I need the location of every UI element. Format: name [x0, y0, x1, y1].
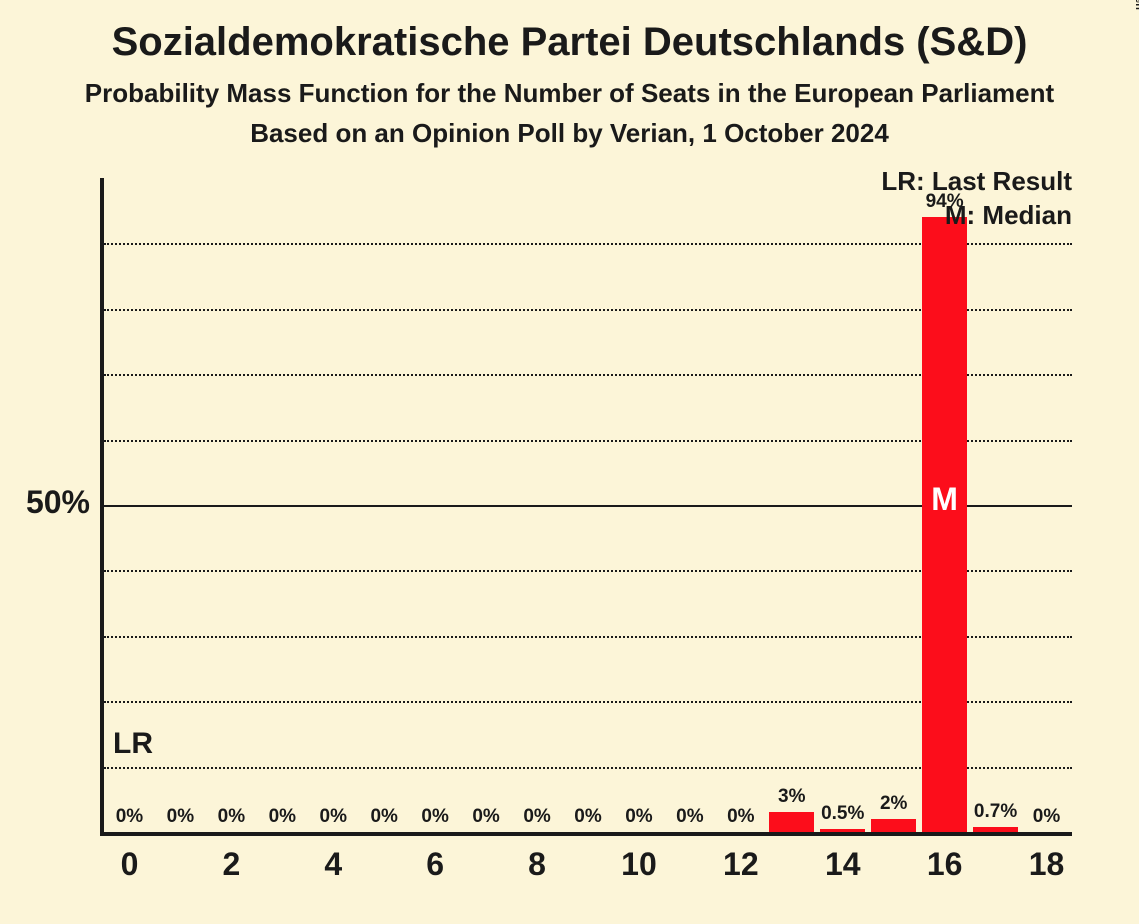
- legend-median: M: Median: [945, 200, 1072, 231]
- x-tick-label: 12: [711, 846, 771, 883]
- chart-subtitle-1: Probability Mass Function for the Number…: [0, 78, 1139, 109]
- bar: [769, 812, 814, 832]
- y-axis-label-50: 50%: [0, 484, 90, 521]
- x-tick-label: 8: [507, 846, 567, 883]
- bar-value-label: 0%: [305, 806, 362, 828]
- y-axis: [100, 178, 104, 836]
- copyright-text: © 2024 Filip van Laenen: [1133, 0, 1139, 10]
- plot-area: 0%0%0%0%0%0%0%0%0%0%0%0%0%3%0.5%2%94%0.7…: [104, 178, 1072, 832]
- chart-title: Sozialdemokratische Partei Deutschlands …: [0, 20, 1139, 65]
- median-marker: M: [922, 481, 967, 518]
- bar-value-label: 2%: [865, 793, 922, 815]
- bar-value-label: 0%: [560, 806, 617, 828]
- x-tick-label: 4: [303, 846, 363, 883]
- bar-value-label: 0%: [1018, 806, 1075, 828]
- legend-last-result: LR: Last Result: [881, 166, 1072, 197]
- bar-value-label: 0%: [661, 806, 718, 828]
- bar-value-label: 0%: [509, 806, 566, 828]
- bar-value-label: 0%: [458, 806, 515, 828]
- bar-value-label: 0%: [610, 806, 667, 828]
- x-tick-label: 10: [609, 846, 669, 883]
- bar-value-label: 3%: [763, 786, 820, 808]
- bar-value-label: 0%: [254, 806, 311, 828]
- bar-value-label: 0%: [203, 806, 260, 828]
- x-tick-label: 14: [813, 846, 873, 883]
- x-tick-label: 18: [1017, 846, 1077, 883]
- bar-value-label: 0%: [712, 806, 769, 828]
- x-axis: [100, 832, 1072, 836]
- x-tick-label: 6: [405, 846, 465, 883]
- bar-value-label: 0%: [101, 806, 158, 828]
- x-tick-label: 0: [99, 846, 159, 883]
- last-result-marker: LR: [113, 727, 153, 761]
- bar-value-label: 0.7%: [967, 801, 1024, 823]
- bar: [922, 217, 967, 832]
- bar-value-label: 0%: [407, 806, 464, 828]
- bar-value-label: 0.5%: [814, 803, 871, 825]
- x-tick-label: 16: [915, 846, 975, 883]
- bar-value-label: 0%: [356, 806, 413, 828]
- bar: [871, 819, 916, 832]
- chart-subtitle-2: Based on an Opinion Poll by Verian, 1 Oc…: [0, 118, 1139, 149]
- bar-value-label: 0%: [152, 806, 209, 828]
- x-tick-label: 2: [201, 846, 261, 883]
